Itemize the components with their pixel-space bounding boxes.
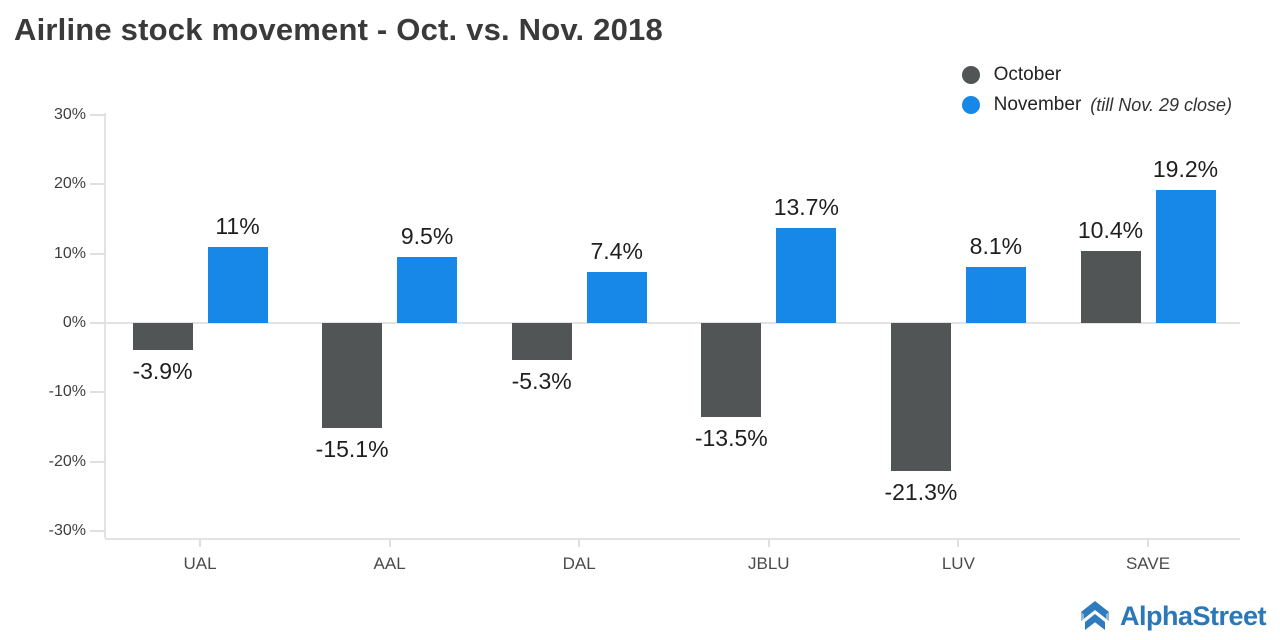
value-label-november-LUV: 8.1% xyxy=(969,232,1023,259)
y-axis-tick-label: -10% xyxy=(48,383,86,401)
y-axis-tick xyxy=(90,114,105,116)
bar-october-DAL xyxy=(511,323,572,360)
y-axis-tick-label: 0% xyxy=(62,313,86,331)
x-axis-line xyxy=(105,538,1240,540)
bar-november-DAL xyxy=(586,271,647,323)
x-axis-category-label: SAVE xyxy=(1125,554,1171,573)
bar-october-UAL xyxy=(132,323,193,351)
x-axis-category-label: AAL xyxy=(373,554,406,573)
november-legend-dot-icon xyxy=(961,96,980,114)
y-axis-tick xyxy=(90,252,105,255)
value-label-october-AAL: -15.1% xyxy=(315,435,389,462)
value-label-november-SAVE: 19.2% xyxy=(1152,155,1219,182)
value-label-november-DAL: 7.4% xyxy=(590,237,643,264)
legend: October November (till Nov. 29 close) xyxy=(961,60,1232,120)
bar-november-UAL xyxy=(207,246,268,323)
value-label-october-DAL: -5.3% xyxy=(511,367,572,394)
october-legend-dot-icon xyxy=(961,66,980,84)
y-axis-line xyxy=(104,113,106,538)
y-axis-tick-label: -20% xyxy=(48,452,86,470)
bar-november-LUV xyxy=(965,266,1026,323)
value-label-october-UAL: -3.9% xyxy=(132,358,193,385)
value-label-october-JBLU: -13.5% xyxy=(694,424,768,451)
x-axis-tick xyxy=(767,538,770,547)
y-axis-tick xyxy=(90,183,105,186)
y-axis-tick-label: 20% xyxy=(53,175,86,193)
x-axis-category-label: UAL xyxy=(183,554,217,573)
brand-name: AlphaStreet xyxy=(1119,600,1267,631)
x-axis-tick xyxy=(957,538,960,547)
alphastreet-logo-icon xyxy=(1080,601,1109,630)
y-axis-tick xyxy=(90,460,105,463)
brand-logo: AlphaStreet xyxy=(1078,600,1267,632)
bar-october-JBLU xyxy=(701,323,762,417)
y-axis-tick-label: -30% xyxy=(48,521,86,539)
bar-october-LUV xyxy=(890,323,951,471)
y-axis-tick xyxy=(90,529,105,532)
chart-title: Airline stock movement - Oct. vs. Nov. 2… xyxy=(14,12,663,47)
x-axis-tick xyxy=(578,538,581,547)
legend-note-november: (till Nov. 29 close) xyxy=(1090,94,1232,115)
bar-october-AAL xyxy=(322,323,383,428)
legend-item-october: October xyxy=(961,60,1232,90)
legend-label-october: October xyxy=(993,64,1062,85)
y-axis-tick-label: 10% xyxy=(53,244,86,262)
legend-label-november: November xyxy=(993,94,1082,115)
x-axis-category-label: JBLU xyxy=(748,554,790,573)
bar-october-SAVE xyxy=(1080,250,1141,323)
y-axis-tick xyxy=(90,391,105,394)
value-label-november-JBLU: 13.7% xyxy=(773,194,839,220)
value-label-november-AAL: 9.5% xyxy=(400,223,454,250)
value-label-october-SAVE: 10.4% xyxy=(1077,216,1144,243)
y-axis-tick-label: 30% xyxy=(53,106,86,123)
x-axis-tick xyxy=(388,538,391,547)
legend-item-november: November (till Nov. 29 close) xyxy=(961,90,1232,120)
value-label-october-LUV: -21.3% xyxy=(884,478,958,505)
bar-november-JBLU xyxy=(776,228,837,323)
y-axis-tick xyxy=(90,321,105,324)
x-axis-tick xyxy=(1147,538,1149,547)
x-axis-category-label: LUV xyxy=(941,554,975,573)
value-label-november-UAL: 11% xyxy=(215,212,260,239)
bar-november-AAL xyxy=(397,257,458,323)
x-axis-tick xyxy=(199,538,201,547)
x-axis-category-label: DAL xyxy=(562,554,596,573)
bar-november-SAVE xyxy=(1155,189,1216,323)
zero-gridline xyxy=(105,322,1240,324)
